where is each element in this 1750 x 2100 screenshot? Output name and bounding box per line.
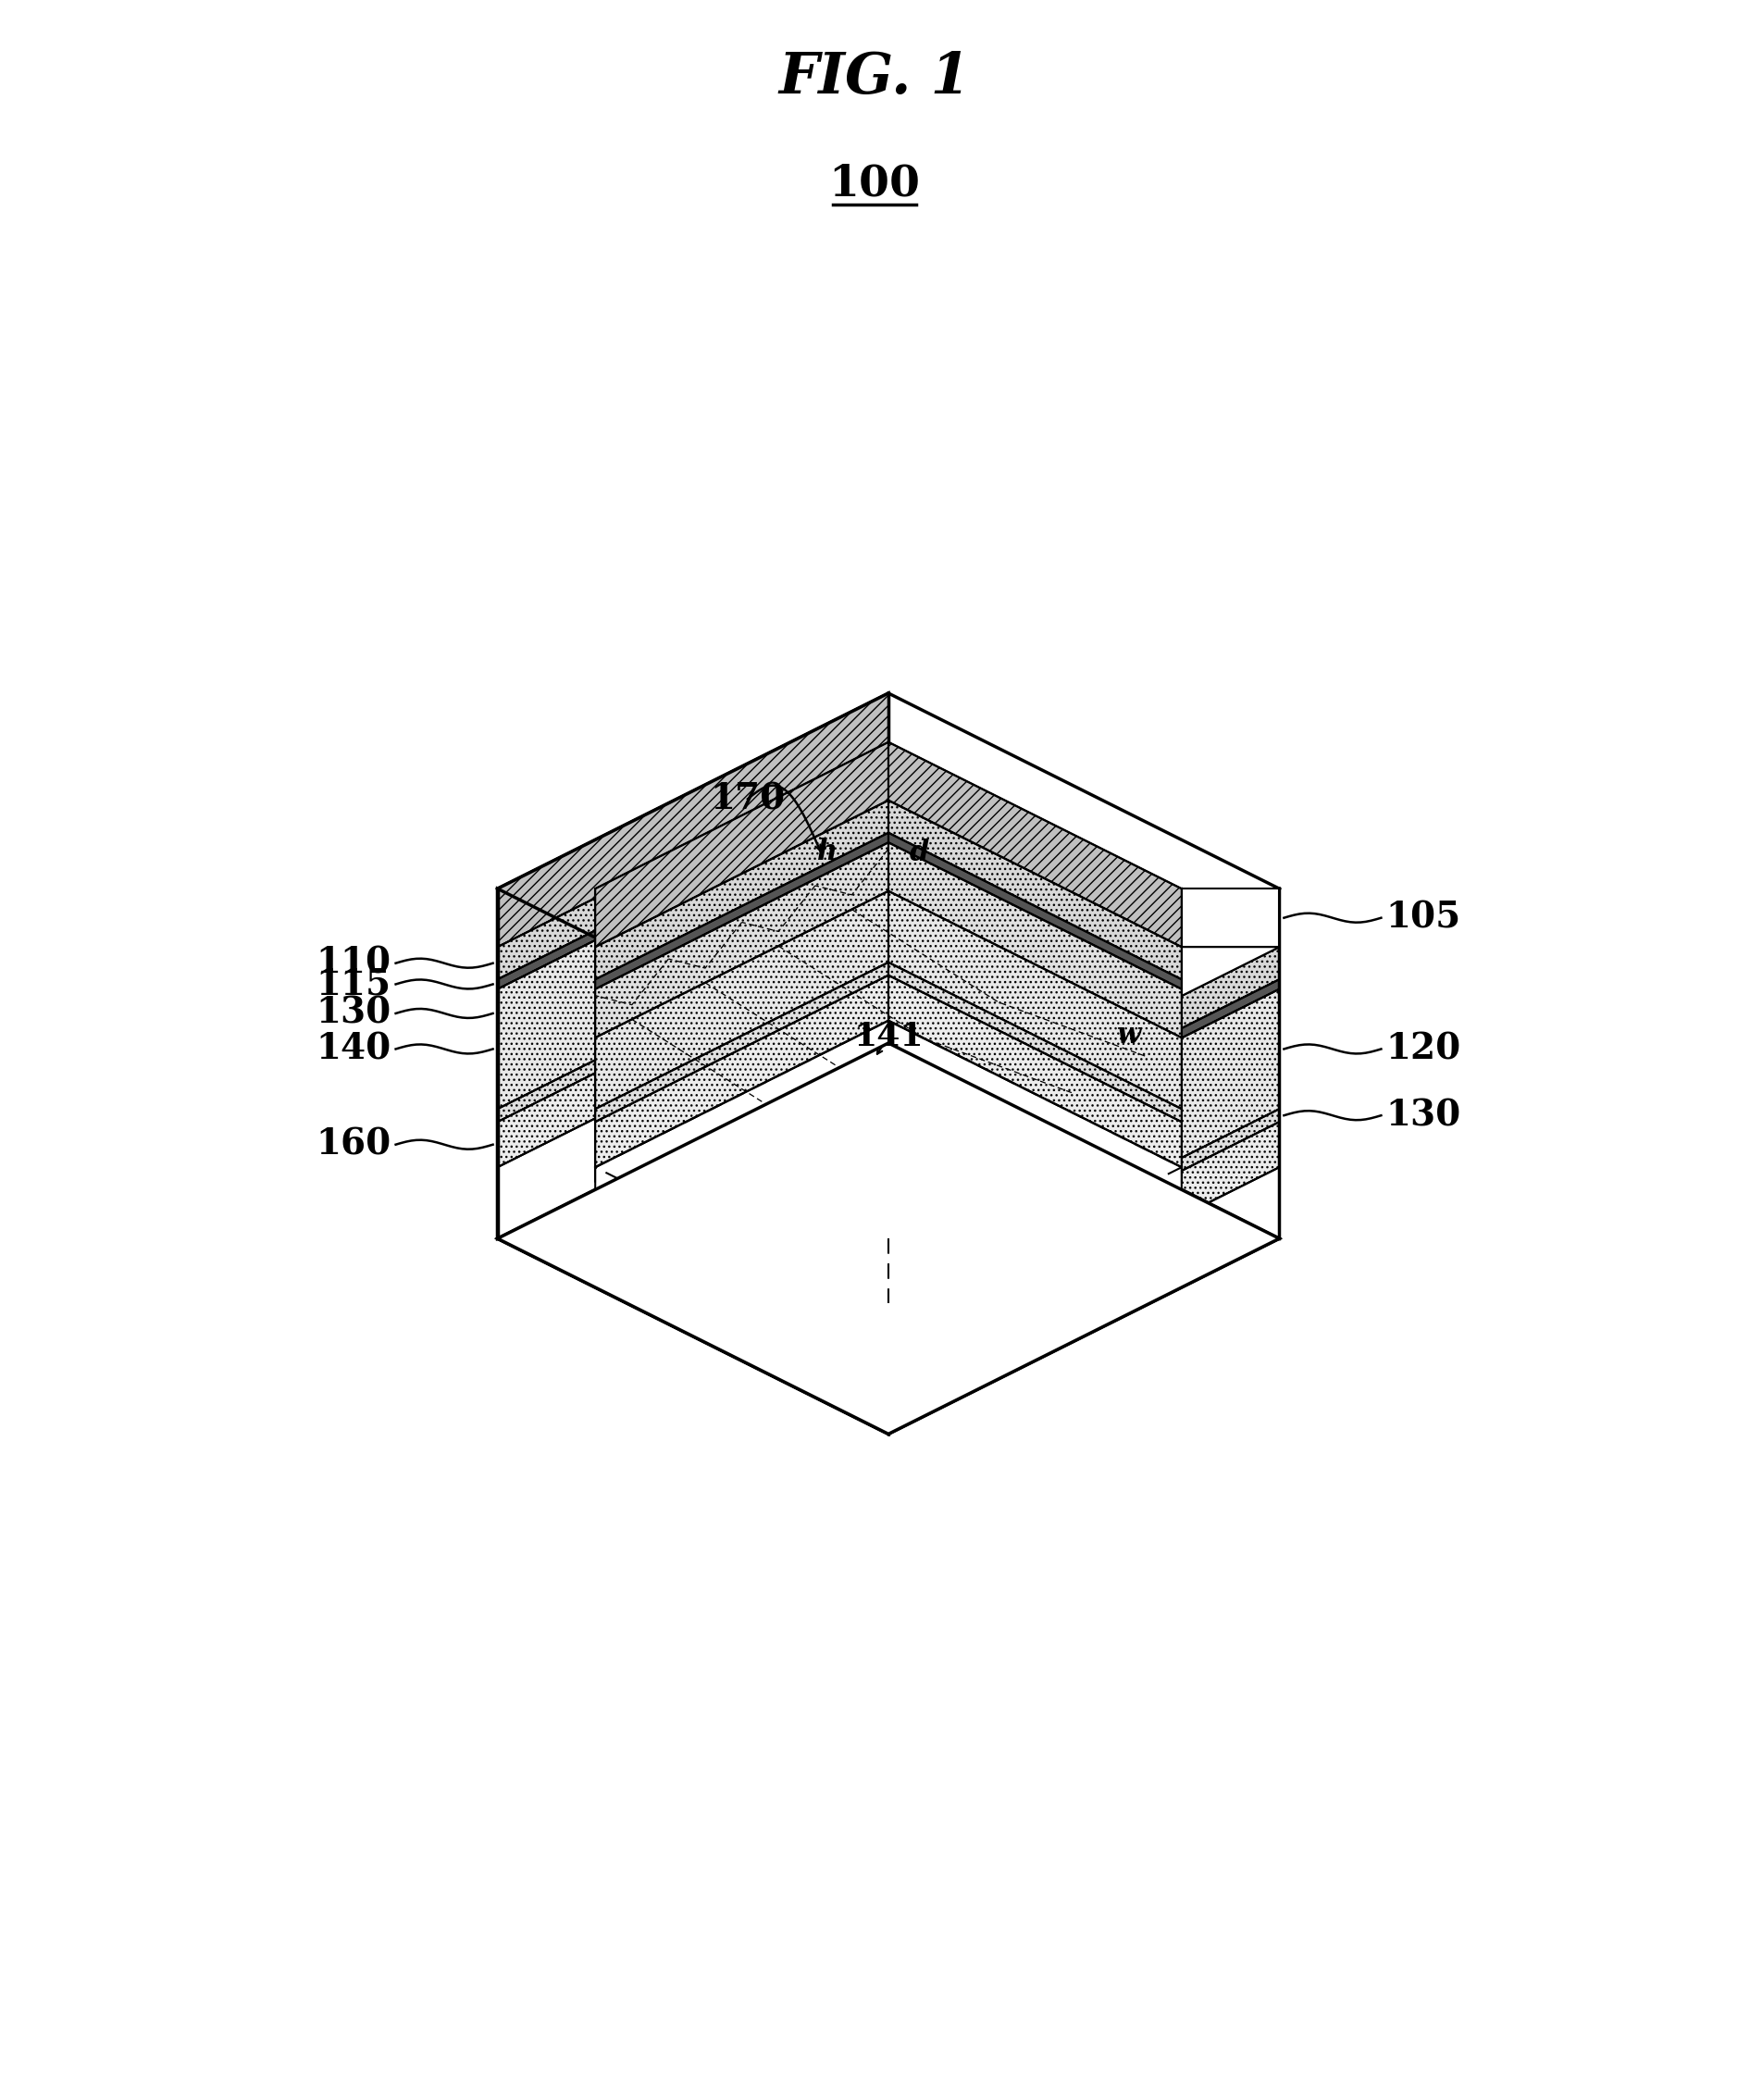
Polygon shape <box>889 1168 1279 1434</box>
Polygon shape <box>595 1021 889 1239</box>
Polygon shape <box>497 914 889 1121</box>
Text: 110: 110 <box>317 945 390 981</box>
Polygon shape <box>889 1037 1181 1256</box>
Polygon shape <box>889 741 1181 947</box>
Text: 105: 105 <box>1386 901 1461 934</box>
Polygon shape <box>889 947 1181 1126</box>
Polygon shape <box>595 1121 889 1315</box>
Polygon shape <box>595 974 889 1168</box>
Polygon shape <box>595 800 889 979</box>
Polygon shape <box>595 842 889 1037</box>
Polygon shape <box>595 974 1181 1268</box>
Polygon shape <box>595 890 1181 1184</box>
Text: h: h <box>817 838 838 867</box>
Polygon shape <box>889 989 1181 1184</box>
Polygon shape <box>889 890 1181 1109</box>
Polygon shape <box>595 890 889 1109</box>
Polygon shape <box>1181 888 1279 947</box>
Polygon shape <box>595 800 1181 1094</box>
Polygon shape <box>889 947 1279 1174</box>
Polygon shape <box>497 752 889 979</box>
Polygon shape <box>595 834 889 989</box>
Polygon shape <box>497 794 889 1109</box>
Polygon shape <box>497 783 889 989</box>
Text: FIG. 1: FIG. 1 <box>779 50 971 105</box>
Text: 100: 100 <box>830 164 921 206</box>
Polygon shape <box>889 979 1279 1184</box>
Polygon shape <box>889 974 1181 1168</box>
Polygon shape <box>889 800 1181 979</box>
Text: 130: 130 <box>317 995 390 1031</box>
Text: d: d <box>910 838 929 867</box>
Polygon shape <box>497 693 889 947</box>
Polygon shape <box>889 1021 1181 1239</box>
Polygon shape <box>889 842 1181 1037</box>
Polygon shape <box>889 947 1279 1142</box>
Polygon shape <box>595 962 889 1121</box>
Polygon shape <box>889 888 1279 1142</box>
Text: 141: 141 <box>854 1021 924 1052</box>
Polygon shape <box>497 888 889 1434</box>
Polygon shape <box>497 926 889 1168</box>
Polygon shape <box>595 947 889 1126</box>
Polygon shape <box>497 972 889 1239</box>
Text: w: w <box>1117 1021 1141 1050</box>
Text: 115: 115 <box>317 966 390 1002</box>
Polygon shape <box>889 888 1181 1094</box>
Polygon shape <box>595 1037 889 1256</box>
Polygon shape <box>595 741 889 947</box>
Polygon shape <box>595 989 889 1184</box>
Polygon shape <box>1181 888 1279 947</box>
Polygon shape <box>889 979 1181 1136</box>
Polygon shape <box>595 842 1181 1136</box>
Polygon shape <box>889 989 1279 1304</box>
Polygon shape <box>595 1021 1181 1315</box>
Text: 130: 130 <box>1386 1098 1461 1134</box>
Polygon shape <box>889 1168 1181 1386</box>
Polygon shape <box>889 1109 1181 1268</box>
Text: 120: 120 <box>1386 1031 1461 1067</box>
Polygon shape <box>595 979 889 1136</box>
Polygon shape <box>595 888 889 1094</box>
Text: 140: 140 <box>317 1031 390 1067</box>
Text: 160: 160 <box>317 1128 390 1161</box>
Polygon shape <box>497 1044 1279 1434</box>
Polygon shape <box>889 962 1181 1121</box>
Text: 170: 170 <box>711 781 786 817</box>
Polygon shape <box>595 1168 889 1386</box>
Polygon shape <box>889 834 1181 989</box>
Polygon shape <box>595 834 1181 1126</box>
Polygon shape <box>595 1109 889 1268</box>
Polygon shape <box>889 1121 1279 1363</box>
Polygon shape <box>889 1121 1181 1315</box>
Polygon shape <box>889 1109 1279 1317</box>
Polygon shape <box>595 962 1181 1256</box>
Polygon shape <box>497 693 889 1239</box>
